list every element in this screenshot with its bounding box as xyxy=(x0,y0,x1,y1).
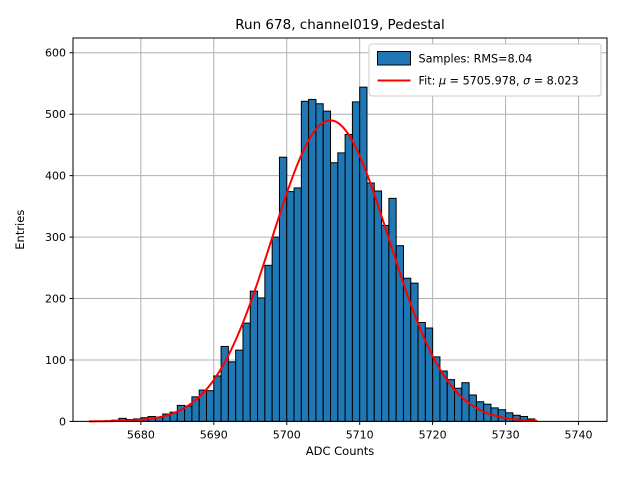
histogram-bar xyxy=(381,224,390,422)
histogram-bar xyxy=(315,103,324,422)
histogram-bar xyxy=(271,236,280,422)
histogram-bar xyxy=(308,98,317,422)
histogram-bar xyxy=(330,162,339,422)
x-axis-label: ADC Counts xyxy=(306,444,375,458)
legend-label-fit: Fit: μ = 5705.978, σ = 8.023 xyxy=(419,75,579,88)
y-tick-label: 400 xyxy=(45,170,66,183)
x-tick-label: 5690 xyxy=(200,428,228,441)
histogram-bar xyxy=(213,375,222,422)
histogram-bar xyxy=(235,349,244,422)
histogram-bar xyxy=(264,264,273,422)
y-tick-label: 500 xyxy=(45,108,66,121)
histogram-bar xyxy=(249,290,259,422)
y-tick-label: 100 xyxy=(45,354,66,367)
histogram-bar xyxy=(242,322,251,422)
x-axis-ticks: 5680 5690 5700 5710 5720 5730 5740 xyxy=(127,421,593,441)
y-tick-label: 300 xyxy=(45,231,66,244)
fit-curve-line xyxy=(88,119,538,423)
histogram-bar xyxy=(497,409,507,422)
histogram-bar xyxy=(410,282,419,422)
legend-swatch-samples xyxy=(377,51,411,66)
histogram-bar xyxy=(227,361,237,422)
histogram-bar xyxy=(286,191,295,422)
legend: Samples: RMS=8.04 Fit: μ = 5705.978, σ =… xyxy=(368,43,602,97)
x-tick-label: 5680 xyxy=(127,428,155,441)
histogram-bar xyxy=(373,190,383,422)
histogram-bar xyxy=(293,187,302,422)
histogram-bar xyxy=(359,86,368,422)
histogram-bar xyxy=(337,152,346,422)
y-axis-label: Entries xyxy=(13,210,27,250)
histogram-bar xyxy=(206,390,215,422)
y-tick-label: 200 xyxy=(45,292,66,305)
plot-title: Run 678, channel019, Pedestal xyxy=(235,17,445,33)
legend-label-samples: Samples: RMS=8.04 xyxy=(419,53,533,66)
histogram-bar xyxy=(344,133,353,422)
histogram-bar xyxy=(388,197,397,422)
histogram-bar xyxy=(505,412,514,422)
histogram-bars xyxy=(103,86,536,422)
histogram-bar xyxy=(366,182,375,422)
axes-border xyxy=(72,37,608,422)
x-tick-label: 5710 xyxy=(346,428,374,441)
y-tick-label: 0 xyxy=(59,415,66,428)
x-tick-label: 5740 xyxy=(565,428,593,441)
x-tick-label: 5700 xyxy=(273,428,301,441)
y-axis-ticks: 0 100 200 300 400 500 600 xyxy=(45,47,73,428)
x-tick-label: 5730 xyxy=(492,428,520,441)
x-tick-label: 5720 xyxy=(419,428,447,441)
histogram-bar xyxy=(257,297,266,422)
legend-box xyxy=(368,43,602,97)
y-tick-label: 600 xyxy=(45,47,66,60)
histogram-bar xyxy=(322,110,332,422)
